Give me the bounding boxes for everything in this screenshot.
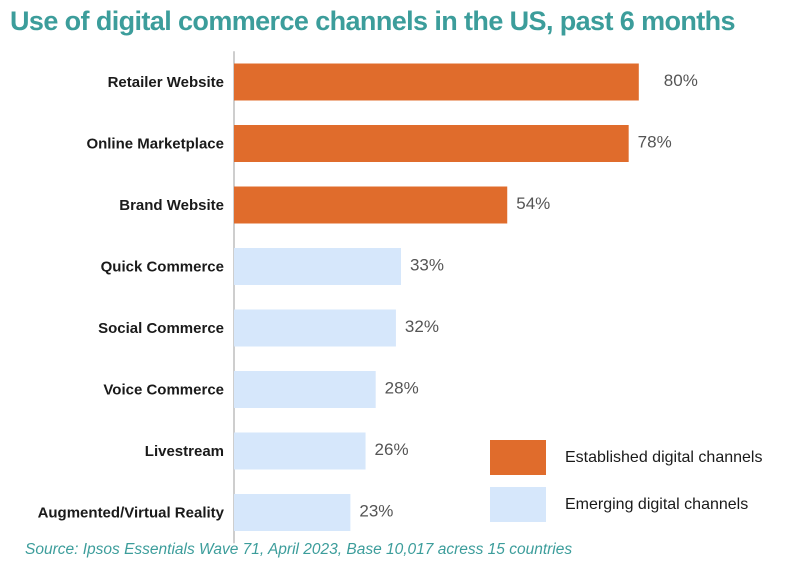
bar-livestream: [234, 432, 366, 470]
value-label-augmented-virtual-reality: 23%: [359, 502, 393, 521]
value-label-brand-website: 54%: [516, 194, 550, 213]
category-label-quick-commerce: Quick Commerce: [101, 259, 224, 276]
bar-voice-commerce: [234, 371, 376, 408]
source-note: Source: Ipsos Essentials Wave 71, April …: [25, 541, 573, 558]
bar-retailer-website: [234, 63, 639, 101]
value-label-retailer-website: 80%: [664, 71, 698, 90]
category-label-voice-commerce: Voice Commerce: [103, 382, 224, 399]
category-label-retailer-website: Retailer Website: [108, 74, 224, 91]
category-label-brand-website: Brand Website: [119, 197, 224, 214]
legend-label-emerging: Emerging digital channels: [565, 496, 748, 513]
category-label-livestream: Livestream: [145, 443, 224, 460]
value-labels-group: 80% 78% 54% 33% 32% 28% 26% 23%: [359, 71, 697, 521]
chart-title: Use of digital commerce channels in the …: [10, 6, 736, 36]
category-label-online-marketplace: Online Marketplace: [86, 136, 224, 153]
bar-quick-commerce: [234, 248, 401, 285]
value-label-online-marketplace: 78%: [638, 133, 672, 152]
value-label-voice-commerce: 28%: [385, 379, 419, 398]
bar-augmented-virtual-reality: [234, 494, 351, 531]
legend-swatch-emerging: [490, 487, 546, 522]
category-label-social-commerce: Social Commerce: [98, 320, 224, 337]
category-labels-group: Retailer Website Online Marketplace Brand …: [38, 74, 225, 522]
category-label-augmented-virtual-reality: Augmented/Virtual Reality: [38, 505, 225, 522]
value-label-livestream: 26%: [375, 440, 409, 459]
bar-online-marketplace: [234, 125, 629, 162]
value-label-social-commerce: 32%: [405, 317, 439, 336]
legend-label-established: Established digital channels: [565, 449, 762, 466]
bar-brand-website: [234, 186, 508, 224]
legend: Established digital channels Emerging dig…: [490, 440, 762, 522]
value-label-quick-commerce: 33%: [410, 256, 444, 275]
legend-swatch-established: [490, 440, 546, 475]
bars-group: [234, 63, 639, 531]
bar-social-commerce: [234, 309, 396, 347]
